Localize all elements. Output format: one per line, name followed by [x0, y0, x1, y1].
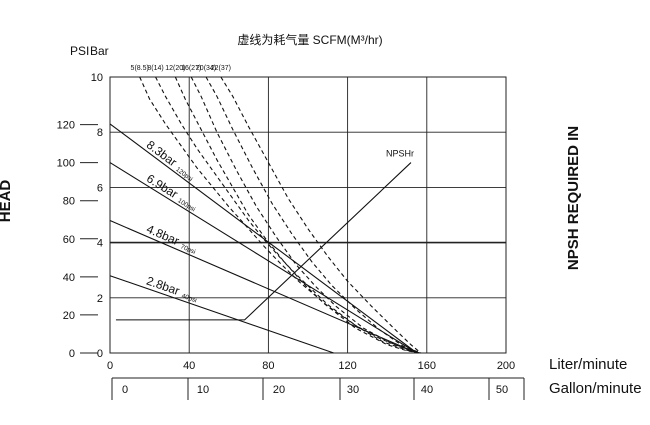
bar-unit-label: Bar: [90, 44, 109, 58]
air-consumption-curve: [139, 76, 420, 354]
psi-tick-label: 60: [63, 234, 75, 246]
psi-tick-label: 100: [57, 158, 75, 170]
liter-tick-label: 80: [262, 360, 274, 372]
scfm-tick-label: 12(20): [165, 65, 185, 72]
scfm-tick-label: 5(8.5): [131, 65, 149, 72]
grid: [109, 76, 507, 354]
scfm-tick-label: 16(27): [181, 65, 201, 72]
liter-tick-label: 200: [497, 360, 515, 372]
pressure-curve: [109, 123, 418, 354]
liter-tick-label: 120: [338, 360, 356, 372]
pressure-curve-name: 6.9bar: [144, 171, 180, 201]
air-consumption-curve: [220, 76, 422, 354]
psi-unit-label: PSI: [70, 44, 89, 58]
npshr-curve: [115, 162, 412, 321]
liter-tick-label: 0: [107, 360, 113, 372]
scfm-tick-label: 8(14): [147, 65, 163, 72]
scfm-tick-label: 20(34): [196, 65, 216, 72]
bar-tick-label: 8: [97, 127, 103, 139]
gallon-tick-label: 20: [273, 384, 285, 396]
psi-tick-label: 80: [63, 196, 75, 208]
pressure-curve-name: 4.8bar: [144, 222, 181, 248]
chart-title: 虚线为耗气量 SCFM(M³/hr): [237, 32, 382, 47]
gallon-tick-label: 10: [197, 384, 209, 396]
bar-tick-label: 0: [97, 348, 103, 360]
bar-tick-label: 2: [97, 293, 103, 305]
plot-frame: [109, 76, 507, 354]
gallon-tick-label: 0: [122, 384, 128, 396]
scfm-tick-label: 22(37): [211, 65, 231, 72]
liter-tick-label: 40: [183, 360, 195, 372]
bar-tick-label: 6: [97, 182, 103, 194]
bar-tick-label: 10: [91, 72, 103, 84]
air-consumption-curve: [174, 76, 421, 354]
psi-tick-label: 0: [69, 348, 75, 360]
npsh-axis-title: NPSH REQUIRED IN: [565, 126, 582, 270]
gallon-tick-label: 40: [421, 384, 433, 396]
pressure-curve-psi: 40psi: [181, 293, 198, 305]
head-axis-title: HEAD: [0, 180, 14, 223]
bar-tick-label: 4: [97, 238, 103, 250]
liter-tick-label: 160: [418, 360, 436, 372]
air-consumption-curve: [205, 76, 422, 354]
npshr-label: NPSHr: [386, 149, 414, 159]
pressure-curve: [109, 162, 418, 354]
psi-tick-label: 40: [63, 272, 75, 284]
air-consumption-curve: [155, 76, 421, 354]
psi-tick-label: 20: [63, 310, 75, 322]
psi-tick-label: 120: [57, 120, 75, 132]
pressure-curve: [109, 275, 334, 354]
gallon-tick-label: 30: [347, 384, 359, 396]
air-consumption-curve: [190, 76, 421, 354]
curves: 8.3bar120psi6.9bar100psi4.8bar70psi2.8ba…: [109, 76, 422, 354]
gallon-axis-label: Gallon/minute: [549, 380, 642, 397]
liter-axis-label: Liter/minute: [549, 356, 627, 373]
gallon-tick-label: 50: [496, 384, 508, 396]
